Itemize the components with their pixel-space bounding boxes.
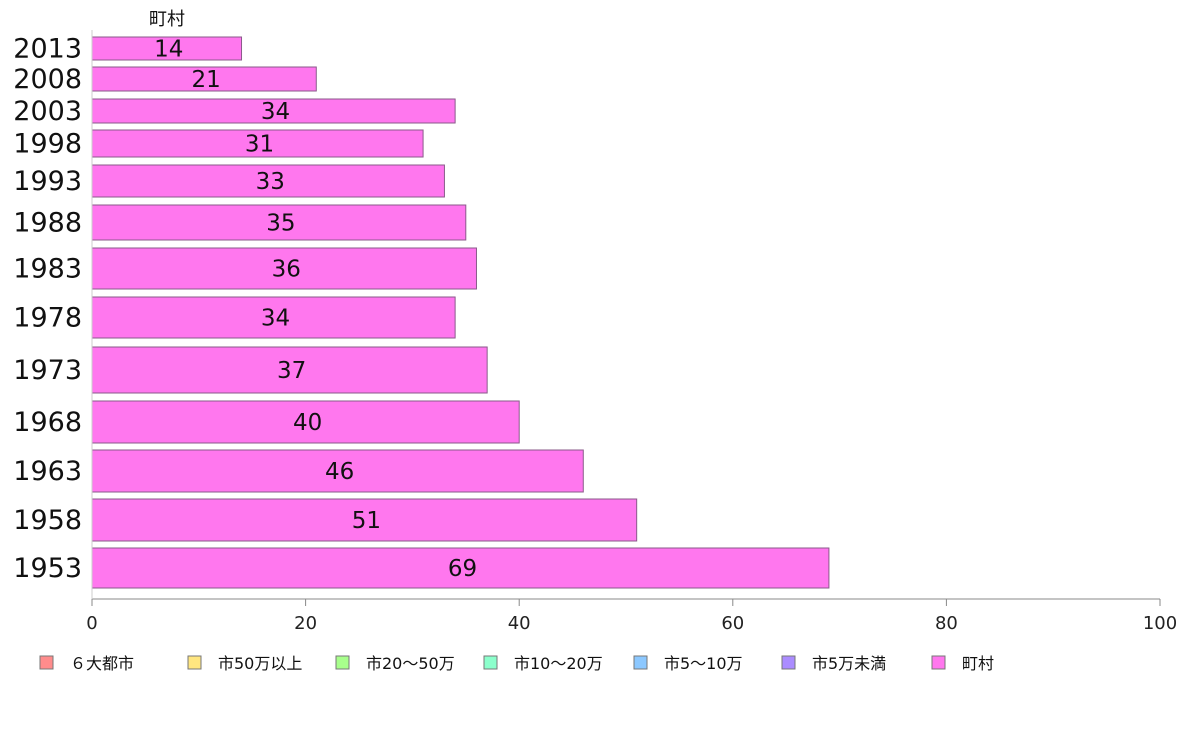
legend-label-1: ６大都市	[70, 654, 134, 673]
data-label-1953: 69	[448, 556, 477, 582]
y-tick-label-1978: 1978	[13, 303, 82, 334]
y-tick-label-1963: 1963	[13, 456, 82, 487]
bar-1978	[91, 296, 456, 339]
bar-1993	[91, 164, 445, 198]
legend-swatch-4	[483, 655, 498, 670]
legend-label-7: 町村	[962, 654, 994, 673]
y-tick-label-2003: 2003	[13, 96, 82, 127]
y-tick-label-1993: 1993	[13, 166, 82, 197]
data-label-2013: 14	[154, 37, 183, 63]
legend-swatch-2	[187, 655, 202, 670]
bar-1983	[91, 247, 477, 290]
x-tick-label-0: 0	[86, 613, 97, 634]
x-tick-label-40: 40	[508, 613, 531, 634]
legend-swatch-3	[335, 655, 350, 670]
series-header: 町村	[149, 9, 185, 30]
y-tick-label-1973: 1973	[13, 355, 82, 386]
y-tick-label-1988: 1988	[13, 208, 82, 239]
y-tick-label-2013: 2013	[13, 34, 82, 65]
y-tick-label-1953: 1953	[13, 553, 82, 584]
y-tick-label-2008: 2008	[13, 64, 82, 95]
bar-2003	[91, 98, 456, 124]
x-tick-label-20: 20	[294, 613, 317, 634]
data-label-1988: 35	[266, 211, 295, 237]
x-tick-label-60: 60	[721, 613, 744, 634]
x-tick-label-100: 100	[1143, 613, 1177, 634]
data-label-1963: 46	[325, 459, 354, 485]
legend-swatch-5	[633, 655, 648, 670]
bar-1988	[91, 204, 467, 241]
legend-label-6: 市5万未満	[812, 654, 886, 673]
x-tick-label-80: 80	[935, 613, 958, 634]
data-label-1973: 37	[277, 358, 306, 384]
legend: ６大都市 市50万以上 市20～50万 市10～20万 市5～10万 市5万未満 町村	[39, 654, 994, 673]
data-label-1968: 40	[293, 410, 322, 436]
bar-1998	[91, 129, 424, 158]
x-axis: 0 20 40 60 80 100	[86, 30, 1177, 634]
legend-swatch-6	[781, 655, 796, 670]
data-label-2008: 21	[191, 67, 220, 93]
legend-label-2: 市50万以上	[218, 654, 302, 673]
y-tick-label-1983: 1983	[13, 254, 82, 285]
data-label-1983: 36	[272, 257, 301, 283]
bar-1963	[91, 449, 584, 493]
bar-1958	[91, 498, 638, 542]
data-label-1958: 51	[352, 508, 381, 534]
y-tick-label-1998: 1998	[13, 129, 82, 160]
data-label-1993: 33	[256, 169, 285, 195]
legend-label-5: 市5～10万	[664, 654, 743, 673]
legend-swatch-7	[931, 655, 946, 670]
data-label-1978: 34	[261, 306, 290, 332]
legend-label-3: 市20～50万	[366, 654, 455, 673]
y-tick-label-1968: 1968	[13, 407, 82, 438]
data-label-2003: 34	[261, 99, 290, 125]
data-label-1998: 31	[245, 132, 274, 158]
y-tick-label-1958: 1958	[13, 505, 82, 536]
bar-2008	[91, 66, 317, 92]
bar-1953	[91, 547, 830, 589]
legend-label-4: 市10～20万	[514, 654, 603, 673]
legend-swatch-1	[39, 655, 54, 670]
